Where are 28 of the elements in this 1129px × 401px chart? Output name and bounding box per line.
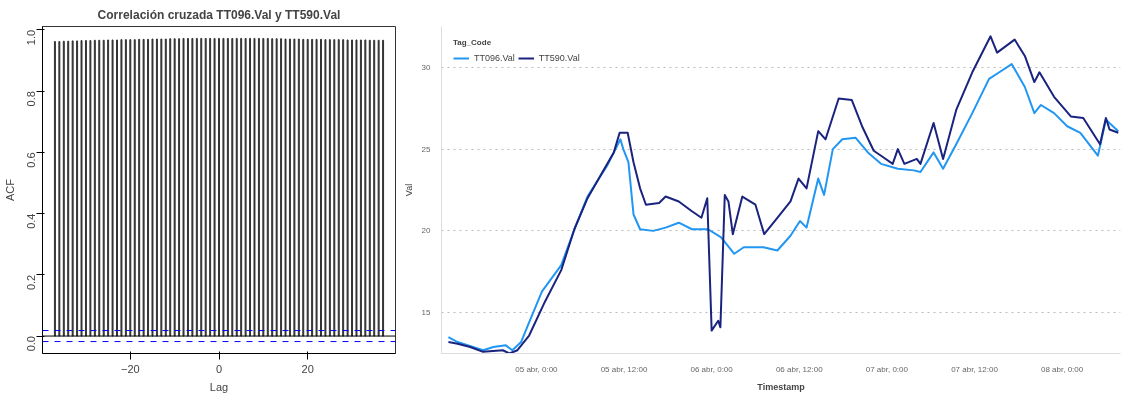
x-tick-label: 08 abr, 0:00 xyxy=(1040,364,1084,374)
x-tick-label: −20 xyxy=(120,362,140,375)
y-tick-label: 15 xyxy=(421,308,432,318)
x-tick-label: 07 abr, 12:00 xyxy=(951,364,999,374)
legend-label: TT096.Val xyxy=(474,53,515,63)
x-tick-label: 07 abr, 0:00 xyxy=(865,364,909,374)
legend-title: Tag_Code xyxy=(453,38,493,47)
x-tick-label: 20 xyxy=(301,362,314,375)
x-axis-title: Timestamp xyxy=(757,381,806,392)
y-tick-label: 30 xyxy=(421,62,432,72)
x-tick-label: 05 abr, 0:00 xyxy=(515,364,559,374)
x-tick-label: 06 abr, 0:00 xyxy=(690,364,734,374)
y-axis-title: ACF xyxy=(3,178,16,201)
y-tick-label: 0.6 xyxy=(25,152,38,168)
x-tick-label: 05 abr, 12:00 xyxy=(600,364,648,374)
x-axis-title: Lag xyxy=(209,380,229,393)
y-tick-label: 0.2 xyxy=(25,274,38,291)
y-tick-label: 20 xyxy=(421,226,432,236)
x-tick-label: 06 abr, 12:00 xyxy=(775,364,824,374)
y-tick-label: 1.0 xyxy=(25,29,38,46)
legend-label: TT590.Val xyxy=(538,53,580,63)
y-axis-title: Val xyxy=(403,183,414,197)
y-tick-label: 0.8 xyxy=(25,91,38,107)
chart-title: Correlación cruzada TT096.Val y TT590.Val xyxy=(97,7,341,22)
x-tick-label: 0 xyxy=(215,362,223,375)
y-tick-label: 0.4 xyxy=(25,213,38,229)
y-tick-label: 25 xyxy=(421,144,432,154)
y-tick-label: 0.0 xyxy=(25,336,38,352)
